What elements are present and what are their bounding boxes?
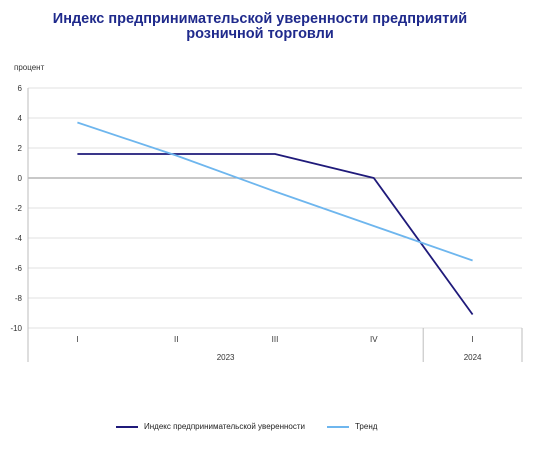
series-lines <box>77 121 474 316</box>
chart-title-line-2: розничной торговли <box>186 26 334 42</box>
axes <box>27 88 523 362</box>
legend-swatch-index <box>116 425 138 428</box>
x-category-label: IV <box>370 335 378 344</box>
x-year-label: 2023 <box>217 353 235 362</box>
y-tick-label: -4 <box>15 234 23 243</box>
legend: Индекс предпринимательской уверенности Т… <box>116 422 399 431</box>
y-tick-label: 0 <box>18 174 23 183</box>
chart-title: Индекс предпринимательской уверенности п… <box>40 12 480 42</box>
y-tick-label: -6 <box>15 264 23 273</box>
x-year-label: 2024 <box>464 353 482 362</box>
gridlines <box>28 87 522 329</box>
x-category-label: I <box>471 335 473 344</box>
x-category-label: III <box>272 335 279 344</box>
y-tick-label: 2 <box>18 144 23 153</box>
legend-swatch-trend <box>326 425 349 428</box>
y-axis-unit-label: процент <box>14 63 45 72</box>
series-line-index <box>77 153 474 316</box>
y-tick-label: 4 <box>18 114 23 123</box>
x-category-label: I <box>76 335 78 344</box>
y-tick-label: 6 <box>18 84 23 93</box>
y-tick-label: -8 <box>15 294 23 303</box>
legend-label-index: Индекс предпринимательской уверенности <box>144 422 305 431</box>
x-category-label: II <box>174 335 178 344</box>
legend-item-index: Индекс предпринимательской уверенности <box>116 422 305 431</box>
y-tick-label: -2 <box>15 204 23 213</box>
legend-label-trend: Тренд <box>354 422 378 431</box>
legend-item-trend: Тренд <box>326 422 378 431</box>
y-tick-label: -10 <box>10 324 22 333</box>
series-line-trend <box>77 121 473 262</box>
chart-title-line-1: Индекс предпринимательской уверенности п… <box>52 11 468 27</box>
